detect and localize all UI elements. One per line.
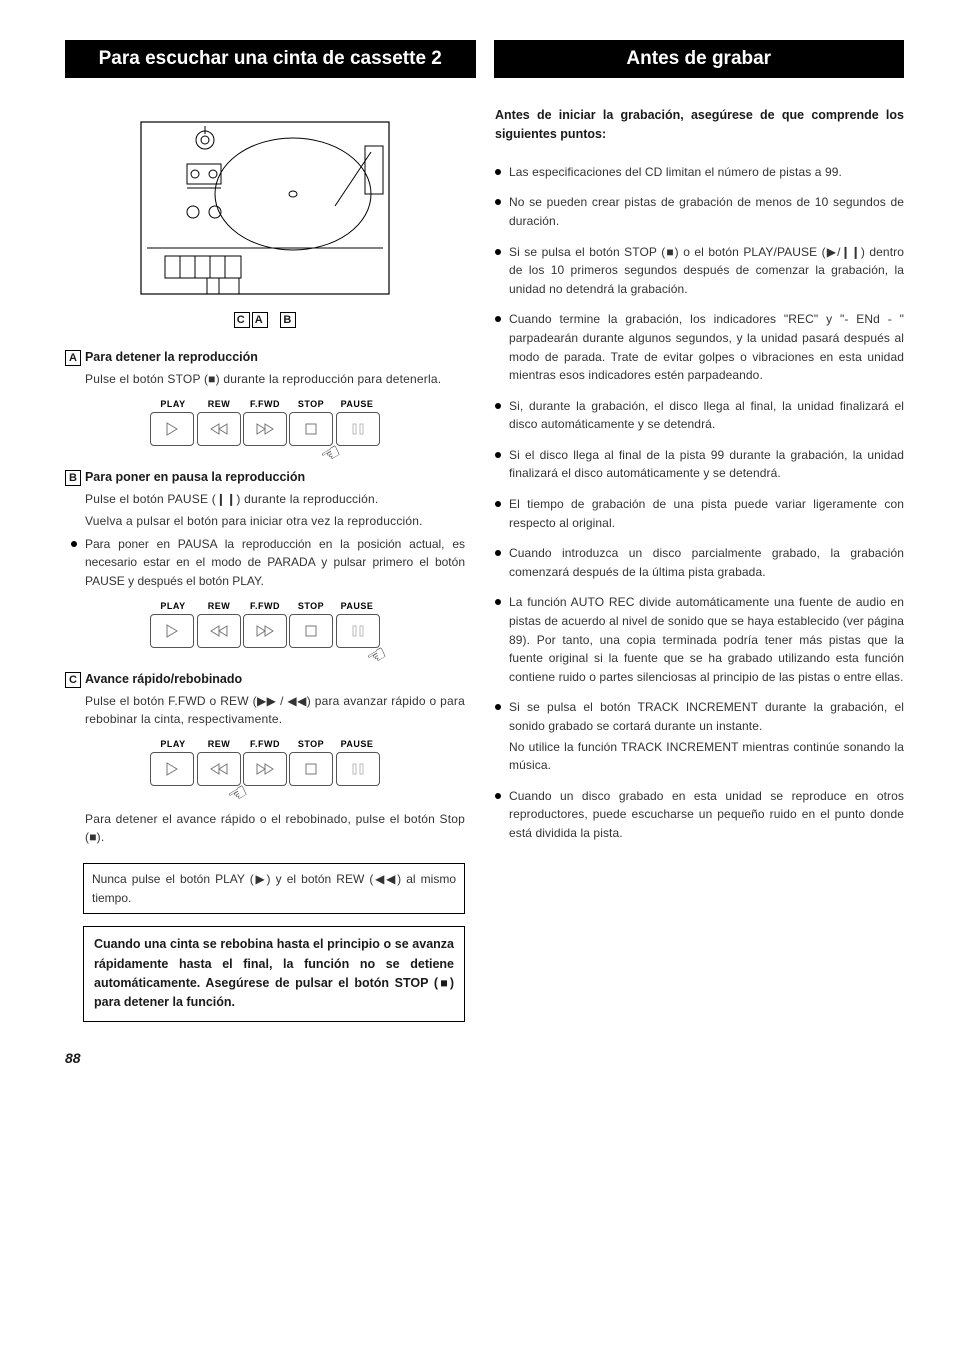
btn-stop-c: [289, 752, 333, 786]
lbl-rew: REW: [196, 399, 242, 409]
right-bullets: Las especificaciones del CD limitan el n…: [495, 163, 904, 843]
btn-row-b: PLAYREWF.FWDSTOPPAUSE ☜: [65, 601, 465, 648]
section-c-line2: Para detener el avance rápido o el rebob…: [65, 810, 465, 847]
section-a-body: Pulse el botón STOP (■) durante la repro…: [65, 370, 465, 389]
section-c-title: C Avance rápido/rebobinado: [65, 672, 465, 688]
header-left: Para escuchar una cinta de cassette 2: [65, 40, 476, 78]
btn-stop-b: [289, 614, 333, 648]
list-item: Si se pulsa el botón TRACK INCREMENT dur…: [495, 698, 904, 774]
indicator-b: B: [280, 312, 296, 328]
list-item: Si, durante la grabación, el disco llega…: [495, 397, 904, 434]
bullet-sub: No utilice la función TRACK INCREMENT mi…: [509, 738, 904, 775]
btn-play-c: [150, 752, 194, 786]
section-c-line1: Pulse el botón F.FWD o REW (▶▶ / ◀◀) par…: [65, 692, 465, 729]
lbl-rew-c: REW: [196, 739, 242, 749]
section-c: C Avance rápido/rebobinado Pulse el botón…: [65, 672, 465, 1022]
btn-play-a: [150, 412, 194, 446]
left-column: CA B APara detener la reproducción Pulse…: [65, 106, 465, 1026]
btn-pause-a: [336, 412, 380, 446]
section-b-line1: Pulse el botón PAUSE (❙❙) durante la rep…: [65, 490, 465, 509]
title-b: Para poner en pausa la reproducción: [85, 470, 305, 484]
list-item: Cuando introduzca un disco parcialmente …: [495, 544, 904, 581]
list-item: La función AUTO REC divide automáticamen…: [495, 593, 904, 686]
indicator-c: C: [234, 312, 250, 328]
section-a: A Para detener la reproducción Pulse el b…: [65, 350, 465, 446]
lbl-rew-b: REW: [196, 601, 242, 611]
title-c: Avance rápido/rebobinado: [85, 672, 242, 686]
letter-a: A: [65, 350, 81, 366]
hand-icon: ☜: [362, 639, 392, 671]
lbl-ffwd-b: F.FWD: [242, 601, 288, 611]
btn-row-a: PLAYREWF.FWDSTOPPAUSE ☜: [65, 399, 465, 446]
section-a-title: A Para detener la reproducción: [65, 350, 465, 366]
page-number: 88: [65, 1050, 904, 1066]
bullet-main: Si se pulsa el botón TRACK INCREMENT dur…: [509, 700, 904, 733]
list-item: El tiempo de grabación de una pista pued…: [495, 495, 904, 532]
lbl-pause-c: PAUSE: [334, 739, 380, 749]
lbl-play-c: PLAY: [150, 739, 196, 749]
section-b-title: B Para poner en pausa la reproducción: [65, 470, 465, 486]
btn-pause-b: ☜: [336, 614, 380, 648]
lbl-ffwd-c: F.FWD: [242, 739, 288, 749]
title-a: Para detener la reproducción: [85, 350, 258, 364]
section-b-bullet: Para poner en PAUSA la reproducción en l…: [71, 535, 465, 591]
btn-ffwd-b: [243, 614, 287, 648]
lbl-play-b: PLAY: [150, 601, 196, 611]
right-intro: Antes de iniciar la grabación, asegúrese…: [495, 106, 904, 145]
btn-ffwd-a: [243, 412, 287, 446]
letter-c: C: [65, 672, 81, 688]
header-right: Antes de grabar: [494, 40, 905, 78]
lbl-stop: STOP: [288, 399, 334, 409]
lbl-pause-b: PAUSE: [334, 601, 380, 611]
btn-rew-a: [197, 412, 241, 446]
right-column: Antes de iniciar la grabación, asegúrese…: [495, 106, 904, 1026]
turntable-diagram: [135, 116, 395, 306]
list-item: Si el disco llega al final de la pista 9…: [495, 446, 904, 483]
btn-row-c: PLAYREWF.FWDSTOPPAUSE ☜: [65, 739, 465, 786]
indicator-a: A: [252, 312, 268, 328]
btn-play-b: [150, 614, 194, 648]
btn-ffwd-c: [243, 752, 287, 786]
btn-rew-c: ☜: [197, 752, 241, 786]
list-item: No se pueden crear pistas de grabación d…: [495, 193, 904, 230]
list-item: Cuando un disco grabado en esta unidad s…: [495, 787, 904, 843]
lbl-play: PLAY: [150, 399, 196, 409]
section-b-line2: Vuelva a pulsar el botón para iniciar ot…: [65, 512, 465, 531]
lbl-pause: PAUSE: [334, 399, 380, 409]
diagram-indicators: CA B: [65, 312, 465, 328]
btn-rew-b: [197, 614, 241, 648]
list-item: Si se pulsa el botón STOP (■) o el botón…: [495, 243, 904, 299]
btn-stop-a: ☜: [289, 412, 333, 446]
callout-bold: Cuando una cinta se rebobina hasta el pr…: [83, 926, 465, 1022]
btn-pause-c: [336, 752, 380, 786]
lbl-stop-b: STOP: [288, 601, 334, 611]
callout-light: Nunca pulse el botón PLAY (▶) y el botón…: [83, 863, 465, 914]
list-item: Las especificaciones del CD limitan el n…: [495, 163, 904, 182]
letter-b: B: [65, 470, 81, 486]
lbl-stop-c: STOP: [288, 739, 334, 749]
list-item: Cuando termine la grabación, los indicad…: [495, 310, 904, 384]
lbl-ffwd: F.FWD: [242, 399, 288, 409]
section-b: B Para poner en pausa la reproducción Pul…: [65, 470, 465, 648]
